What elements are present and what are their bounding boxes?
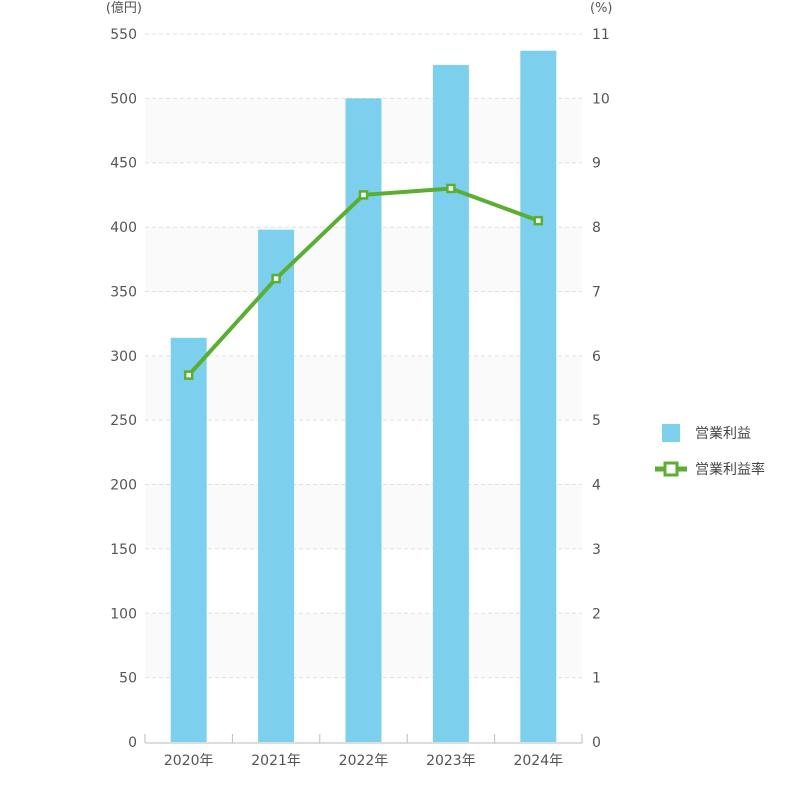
x-tick-label: 2024年 [513,753,563,769]
right-tick-label: 6 [592,349,601,365]
right-tick-label: 0 [592,735,601,751]
left-tick-label: 550 [110,27,137,43]
left-axis-unit: (億円) [106,0,142,16]
right-axis-unit: (%) [590,1,613,16]
bar-2023年 [432,64,469,743]
left-tick-label: 300 [110,349,137,365]
right-tick-label: 8 [592,220,601,236]
legend-bar-swatch [662,424,680,442]
legend-bar-label: 営業利益 [695,426,751,442]
legend-item-bar: 営業利益 [662,423,751,443]
left-tick-label: 100 [110,606,137,622]
left-tick-label: 150 [110,542,137,558]
right-tick-label: 11 [592,27,610,43]
right-tick-label: 4 [592,478,601,494]
left-tick-label: 250 [110,413,137,429]
legend-line-swatch [655,461,687,477]
right-tick-label: 10 [592,91,610,107]
left-tick-label: 500 [110,91,137,107]
legend-item-line: 営業利益率 [655,459,765,479]
x-tick-label: 2023年 [426,753,476,769]
right-tick-label: 5 [592,413,601,429]
line-point-2024年 [533,215,544,226]
right-tick-label: 3 [592,542,601,558]
legend-line-label: 営業利益率 [695,462,765,478]
right-tick-label: 2 [592,606,601,622]
bar-2024年 [520,50,557,742]
right-tick-label: 9 [592,156,601,172]
left-tick-label: 450 [110,156,137,172]
right-tick-label: 1 [592,671,601,687]
bar-2021年 [258,229,295,742]
line-point-2020年 [183,370,194,380]
line-point-2023年 [446,183,456,194]
x-tick-label: 2021年 [251,753,301,769]
x-tick-label: 2022年 [339,753,389,769]
x-tick-label: 2020年 [164,753,214,769]
left-tick-label: 50 [119,671,137,687]
left-tick-label: 350 [110,284,137,300]
line-point-2021年 [271,273,281,284]
right-tick-label: 7 [592,284,601,300]
left-tick-label: 400 [110,220,137,236]
bar-2020年 [170,337,207,742]
line-point-2022年 [358,190,369,200]
left-tick-label: 200 [110,478,137,494]
left-tick-label: 0 [128,735,137,751]
